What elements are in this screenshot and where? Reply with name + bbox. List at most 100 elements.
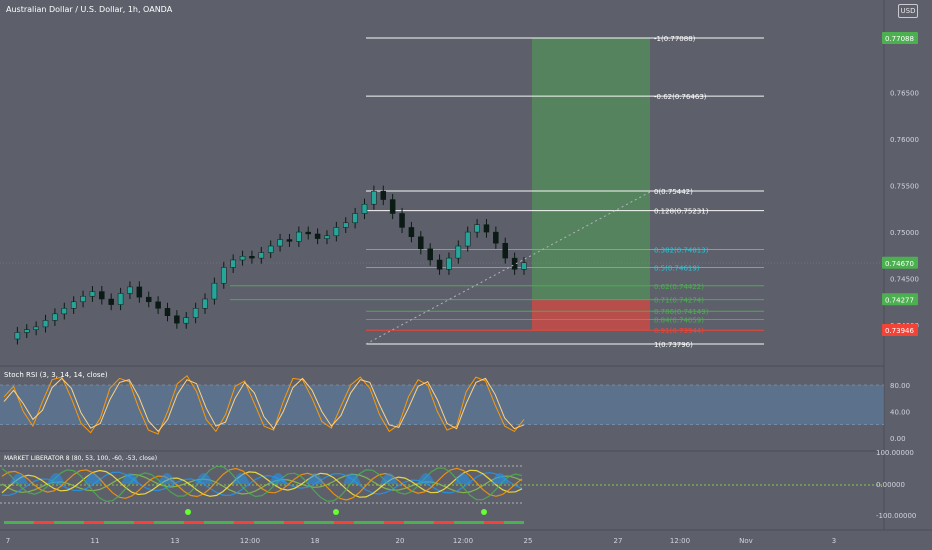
- stoch-rsi-line: [3, 377, 525, 433]
- price-badge: [882, 32, 918, 44]
- ml-area-hump: [121, 473, 139, 484]
- ml-signal-strip: [434, 521, 444, 524]
- ml-signal-strip: [124, 521, 134, 524]
- ml-signal-dot: [185, 509, 191, 515]
- ml-signal-strip: [324, 521, 334, 524]
- candle-body: [277, 239, 283, 247]
- candle-body: [70, 301, 77, 309]
- price-badge-label: 0.74277: [885, 296, 914, 304]
- ml-signal-strip: [514, 521, 524, 524]
- stoch-rsi-line: [3, 374, 525, 435]
- candle-body: [24, 329, 30, 333]
- price-tick-label: 0.75000: [890, 229, 919, 237]
- ml-area-hump: [47, 473, 65, 484]
- ml-signal-strip: [394, 521, 404, 524]
- ml-signal-strip: [304, 521, 314, 524]
- candle-body: [436, 259, 443, 270]
- ml-area-hump: [195, 473, 213, 484]
- ml-signal-strip: [244, 521, 254, 524]
- ml-area-hump: [454, 473, 472, 484]
- candle-body: [305, 231, 311, 235]
- ml-signal-strip: [374, 521, 384, 524]
- candle-body: [42, 320, 49, 328]
- time-tick-label: 3: [832, 537, 836, 545]
- price-tick-label: 0.76000: [890, 136, 919, 144]
- ml-signal-strip: [74, 521, 84, 524]
- stoch-tick-label: 0.00: [890, 435, 906, 443]
- position-box: [532, 38, 650, 331]
- time-axis: 7 11 13 12:00 18 20 12:00 25 27 12:00 Nov 3: [0, 529, 932, 545]
- candle-body: [239, 256, 246, 261]
- candle-body: [33, 326, 39, 330]
- price-badge: [882, 324, 918, 337]
- candle-body: [511, 257, 518, 270]
- ml-signal-strip: [54, 521, 64, 524]
- ml-oscillator-line: [1, 465, 523, 503]
- stoch-rsi-pane: Stoch RSI (3, 3, 14, 14, close) 80.00 40.0…: [0, 371, 910, 443]
- fib-level-label: -1(0.77088): [654, 35, 696, 43]
- price-badge: [882, 256, 918, 269]
- time-tick-label: 25: [524, 537, 533, 545]
- ml-signal-strip: [184, 521, 194, 524]
- ml-signal-strip: [64, 521, 74, 524]
- candle-body: [286, 239, 293, 242]
- price-badge-label: 0.73946: [885, 327, 914, 335]
- candle-body: [99, 291, 105, 300]
- ml-signal-strip: [414, 521, 424, 524]
- ml-area-hump: [491, 473, 509, 484]
- candle-body: [502, 242, 508, 259]
- candle-body: [230, 259, 236, 268]
- candle-body: [474, 224, 480, 233]
- ml-area-hump: [10, 473, 28, 484]
- ml-signal-strip: [274, 521, 284, 524]
- time-tick-label: 13: [171, 537, 180, 545]
- currency-button[interactable]: USD: [898, 4, 918, 18]
- ml-signal-strip: [194, 521, 204, 524]
- candle-body: [333, 227, 340, 237]
- candle-body: [108, 298, 114, 305]
- ml-signal-strip: [444, 521, 454, 524]
- fib-level-label: 0.786(0.74149): [654, 308, 709, 316]
- chart-title: Australian Dollar / U.S. Dollar, 1h, OAN…: [6, 5, 173, 14]
- candle-body: [464, 231, 471, 247]
- fib-level-label: 0.128(0.75231): [654, 208, 709, 216]
- stoch-rsi-title: Stoch RSI (3, 3, 14, 14, close): [4, 371, 108, 379]
- fib-level-label: 0.382(0.74813): [654, 246, 709, 254]
- candle-body: [361, 203, 368, 214]
- fib-level-label: 0.84(0.74059): [654, 317, 704, 325]
- candle-body: [89, 291, 96, 297]
- candle-body: [399, 213, 405, 228]
- trend-line: [365, 191, 651, 345]
- fib-level-label: -0.62(0.76463): [654, 93, 707, 101]
- candle-body: [493, 231, 499, 244]
- ml-title: MARKET LIBERATOR 8 (80, 53, 100, -60, -5…: [4, 455, 157, 462]
- ml-area-hump: [306, 473, 324, 484]
- ml-area-hump: [417, 473, 435, 484]
- candle-body: [408, 227, 415, 237]
- fib-level-label: 1(0.73796): [654, 341, 693, 349]
- ml-area-hump: [343, 473, 361, 484]
- candle-body: [324, 235, 330, 239]
- time-tick-label: 11: [91, 537, 100, 545]
- price-tick-label: 0.75500: [890, 183, 919, 191]
- candle-body: [14, 332, 21, 340]
- candle-body: [389, 199, 396, 214]
- ml-signal-strip: [384, 521, 394, 524]
- stoch-tick-label: 80.00: [890, 382, 910, 390]
- stop-zone: [532, 299, 650, 331]
- candle-body: [164, 308, 171, 316]
- ml-signal-strip: [264, 521, 274, 524]
- ml-tick-label: -100.00000: [876, 512, 916, 520]
- candle-body: [221, 267, 227, 284]
- candle-body: [192, 308, 199, 318]
- candle-body: [267, 245, 274, 253]
- time-tick-label: 12:00: [453, 537, 473, 545]
- ml-signal-dot: [333, 509, 339, 515]
- ml-signal-strip: [134, 521, 144, 524]
- time-tick-label: 12:00: [240, 537, 260, 545]
- ml-signal-strip: [84, 521, 94, 524]
- ml-signal-strip: [484, 521, 494, 524]
- ml-signal-strip: [504, 521, 514, 524]
